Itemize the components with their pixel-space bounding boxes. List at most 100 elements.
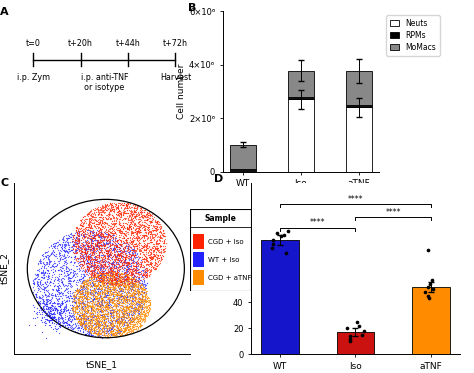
Point — [130, 245, 137, 251]
Point — [143, 309, 150, 315]
Point — [73, 313, 80, 319]
Point — [133, 242, 141, 248]
Point — [109, 286, 116, 292]
Point — [152, 238, 160, 244]
Point — [91, 245, 98, 251]
Point — [98, 322, 106, 328]
Point — [136, 284, 144, 290]
Point — [121, 293, 128, 299]
Point — [77, 264, 85, 270]
Point — [101, 230, 109, 236]
Point — [82, 298, 89, 304]
Point — [107, 245, 114, 251]
Point — [97, 278, 105, 284]
Point — [109, 331, 117, 337]
Point — [356, 323, 363, 329]
Point — [74, 308, 82, 314]
Point — [135, 224, 143, 230]
Point — [54, 280, 61, 286]
Point — [65, 322, 73, 327]
Point — [74, 240, 82, 246]
Point — [83, 276, 91, 282]
Point — [113, 291, 121, 297]
Point — [141, 309, 148, 315]
Point — [129, 316, 137, 322]
Point — [87, 252, 94, 258]
Point — [121, 280, 128, 286]
Point — [82, 251, 90, 257]
Point — [88, 297, 95, 303]
Point — [111, 277, 118, 283]
Point — [104, 276, 111, 282]
Point — [78, 321, 85, 327]
Point — [130, 222, 138, 228]
Point — [98, 311, 106, 317]
Point — [93, 305, 101, 311]
Point — [60, 281, 67, 287]
Point — [130, 309, 138, 315]
Point — [88, 275, 96, 281]
Point — [77, 222, 84, 228]
Point — [30, 278, 37, 284]
Point — [97, 269, 104, 275]
Point — [151, 266, 159, 272]
Point — [55, 308, 63, 314]
Point — [82, 326, 90, 332]
Point — [86, 218, 94, 224]
Point — [92, 285, 100, 291]
Point — [81, 326, 89, 332]
Point — [103, 248, 111, 254]
Point — [85, 232, 93, 238]
Point — [83, 239, 91, 245]
Point — [115, 277, 122, 283]
Point — [134, 289, 142, 295]
Point — [134, 299, 141, 305]
Point — [90, 312, 97, 318]
Point — [84, 327, 91, 333]
Point — [115, 229, 123, 235]
Point — [118, 321, 126, 327]
Point — [98, 291, 106, 297]
Point — [134, 283, 141, 289]
Point — [64, 248, 71, 254]
Point — [125, 287, 132, 293]
Point — [98, 233, 106, 239]
Point — [52, 260, 59, 266]
Point — [88, 329, 95, 335]
Point — [117, 228, 124, 233]
Point — [78, 300, 86, 305]
Point — [100, 294, 108, 300]
Point — [75, 229, 82, 235]
Point — [98, 252, 105, 258]
Point — [122, 202, 130, 208]
Point — [155, 229, 163, 235]
Point — [115, 244, 123, 250]
Point — [125, 316, 132, 322]
Point — [120, 264, 128, 270]
Point — [90, 314, 98, 320]
Point — [138, 298, 146, 304]
Point — [132, 315, 140, 321]
Point — [62, 299, 69, 305]
Point — [113, 318, 121, 324]
Point — [113, 332, 121, 338]
Point — [148, 256, 156, 262]
Point — [73, 310, 81, 316]
Point — [100, 299, 108, 305]
Point — [103, 290, 110, 296]
Point — [117, 278, 125, 284]
Point — [79, 275, 86, 280]
Point — [90, 310, 97, 316]
Point — [106, 312, 113, 318]
Point — [132, 278, 139, 284]
Point — [109, 318, 116, 324]
Point — [78, 303, 85, 309]
Point — [129, 287, 137, 293]
Point — [129, 259, 137, 265]
Point — [100, 329, 108, 335]
Point — [157, 257, 164, 263]
Point — [94, 283, 102, 289]
Point — [137, 282, 145, 288]
Point — [40, 261, 48, 267]
Point — [120, 269, 128, 275]
